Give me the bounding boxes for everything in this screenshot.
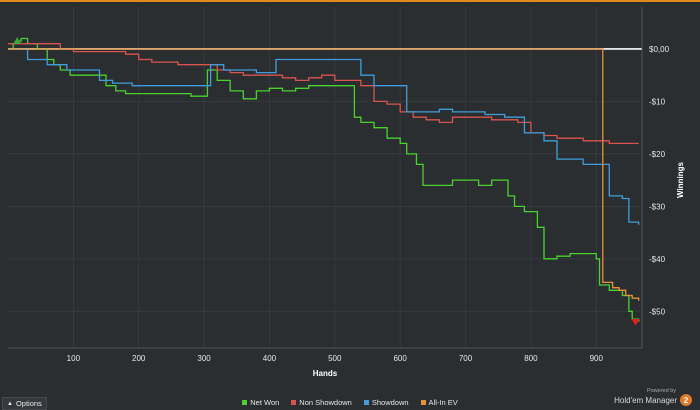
legend-item-all-in-ev[interactable]: All-In EV bbox=[420, 397, 458, 407]
plot-background bbox=[8, 7, 642, 348]
caret-up-icon: ▲ bbox=[7, 400, 13, 407]
x-tick-label: 200 bbox=[132, 354, 146, 363]
x-tick-label: 400 bbox=[263, 354, 277, 363]
markers bbox=[13, 37, 640, 326]
legend-item-net-won[interactable]: Net Won bbox=[242, 398, 279, 407]
legend-swatch-net-won bbox=[242, 399, 248, 405]
x-tick-label: 800 bbox=[524, 354, 538, 363]
series-line-all-in-ev bbox=[8, 48, 640, 301]
low-marker-icon bbox=[631, 319, 640, 326]
x-tick-label: 900 bbox=[590, 354, 604, 363]
y-tick-label: -$30 bbox=[649, 202, 666, 211]
chart-legend: Net Won Non Showdown Showdown All-In EV bbox=[0, 396, 700, 408]
x-tick-label: 600 bbox=[393, 354, 407, 363]
legend-swatch-showdown bbox=[363, 399, 369, 405]
brand-name: Hold'em Manager bbox=[614, 395, 677, 405]
series-lines bbox=[8, 37, 640, 322]
series-line-showdown bbox=[8, 48, 640, 225]
legend-label: All-In EV bbox=[428, 397, 458, 407]
y-axis-title: Winnings bbox=[676, 161, 685, 197]
holdem-manager-brand: Hold'em Manager 2 bbox=[614, 394, 692, 406]
y-tick-label: -$50 bbox=[649, 307, 666, 316]
legend-item-non-showdown[interactable]: Non Showdown bbox=[291, 398, 352, 407]
holdem-manager-logo-icon: 2 bbox=[680, 394, 692, 406]
legend-label: Net Won bbox=[250, 397, 280, 407]
window-top-accent-bar bbox=[0, 0, 700, 2]
branding: Powered by Hold'em Manager 2 bbox=[614, 388, 692, 406]
legend-label: Showdown bbox=[371, 397, 409, 407]
powered-by-text: Powered by bbox=[646, 388, 676, 394]
x-tick-label: 500 bbox=[328, 354, 342, 363]
legend-label: Non Showdown bbox=[299, 397, 352, 407]
y-tick-label: -$10 bbox=[649, 97, 666, 106]
legend-swatch-non-showdown bbox=[291, 399, 297, 405]
y-tick-label: -$40 bbox=[649, 255, 666, 264]
y-tick-labels: $0,00 -$10 -$20 -$30 -$40 -$50 bbox=[649, 45, 670, 316]
x-tick-label: 700 bbox=[459, 354, 473, 363]
series-line-net-won bbox=[8, 37, 640, 322]
x-axis-title: Hands bbox=[313, 369, 338, 378]
x-tick-label: 300 bbox=[197, 354, 211, 363]
y-tick-label: $0,00 bbox=[649, 45, 670, 54]
x-tick-label: 100 bbox=[67, 354, 81, 363]
legend-swatch-all-in-ev bbox=[420, 399, 426, 405]
x-tick-labels: 100 200 300 400 500 600 700 800 900 bbox=[67, 354, 604, 363]
options-label: Options bbox=[15, 399, 42, 408]
y-tick-label: -$20 bbox=[649, 150, 666, 159]
legend-item-showdown[interactable]: Showdown bbox=[363, 397, 409, 407]
peak-marker-icon bbox=[13, 37, 22, 44]
